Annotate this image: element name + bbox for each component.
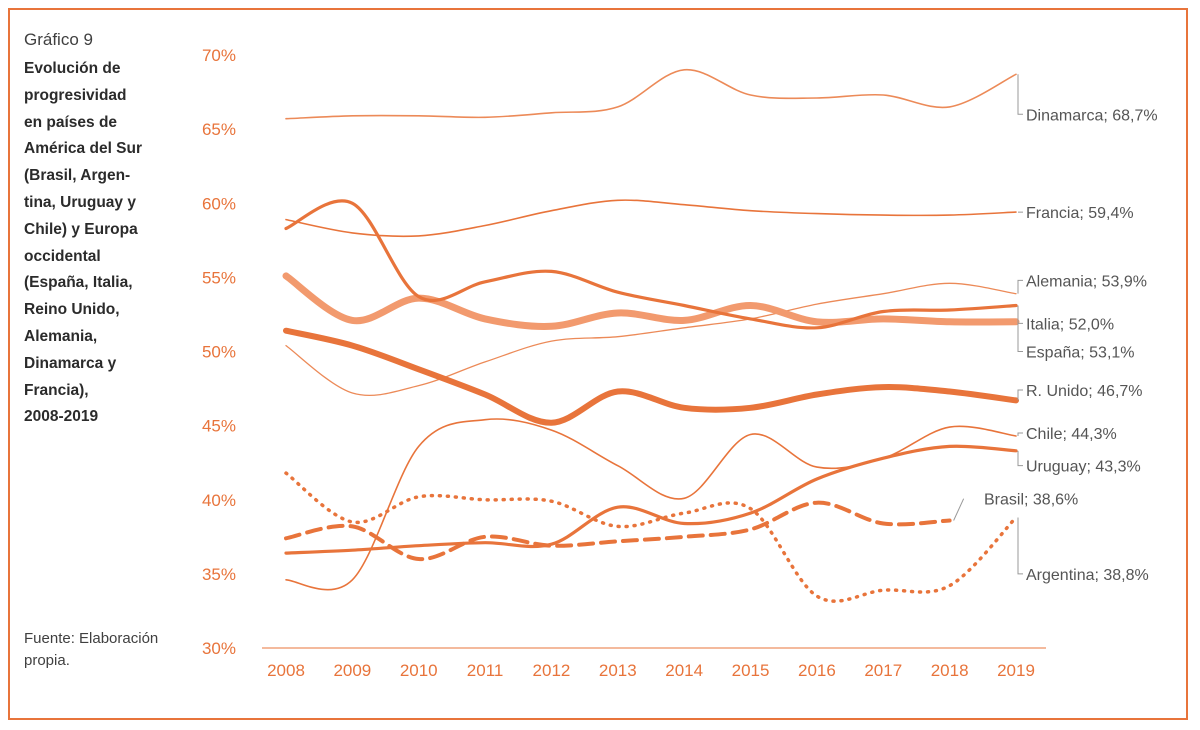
series-line-italia [282,272,1020,330]
series-label-espana: España; 53,1% [1026,345,1135,362]
y-tick-label: 50% [202,343,236,362]
series-line-alemania [285,282,1017,397]
y-tick-label: 60% [202,194,236,213]
series-label-dinamarca: Dinamarca; 68,7% [1026,107,1158,124]
x-tick-label: 2011 [467,661,504,680]
y-tick-label: 35% [202,565,236,584]
label-connector [1017,74,1023,115]
x-tick-label: 2015 [732,661,770,680]
series-line-uruguay [284,444,1018,555]
series-label-francia: Francia; 59,4% [1026,205,1134,222]
label-connector [1017,389,1023,401]
x-tick-label: 2018 [931,661,969,680]
figure-source: Fuente: Elaboración propia. [24,630,159,669]
series-label-chile: Chile; 44,3% [1026,426,1117,443]
x-tick-label: 2019 [997,661,1035,680]
label-connector [953,498,965,521]
x-tick-label: 2009 [333,661,371,680]
series-label-r-unido: R. Unido; 46,7% [1026,383,1143,400]
y-tick-label: 65% [202,120,236,139]
series-line-brasil [284,500,952,562]
series-line-argentina [284,471,1018,603]
x-tick-label: 2017 [864,661,902,680]
figure-frame [8,8,1188,720]
y-tick-label: 45% [202,417,236,436]
label-connector [1017,279,1023,294]
x-tick-label: 2013 [599,661,637,680]
series-label-brasil: Brasil; 38,6% [984,492,1078,509]
figure-number: Gráfico 9 [24,30,93,49]
series-label-alemania: Alemania; 53,9% [1026,273,1147,290]
x-tick-label: 2008 [267,661,305,680]
x-tick-label: 2014 [665,661,703,680]
series-line-r-unido [283,327,1019,426]
series-line-francia [285,199,1017,238]
series-label-argentina: Argentina; 38,8% [1026,567,1149,584]
series-line-espana [284,199,1018,330]
y-tick-label: 55% [202,268,236,287]
y-tick-label: 70% [202,46,236,65]
label-connector [1017,450,1023,467]
series-line-dinamarca [285,68,1017,120]
series-label-uruguay: Uruguay; 43,3% [1026,459,1141,476]
x-tick-label: 2010 [400,661,438,680]
x-tick-label: 2012 [533,661,571,680]
series-line-chile [285,418,1017,591]
label-connector [1017,432,1023,437]
label-connector [1017,305,1023,352]
series-labels: Dinamarca; 68,7% Francia; 59,4% Alemania; … [953,74,1158,584]
figure-title: Evolución de progresividad en países de … [24,60,143,426]
y-tick-label: 30% [202,639,236,658]
series-lines [282,68,1020,603]
series-label-italia: Italia; 52,0% [1026,316,1114,333]
figure-caption: Gráfico 9 Evolución de progresividad en … [24,30,174,431]
x-tick-label: 2016 [798,661,836,680]
y-axis-ticks: 30% 35% 40% 45% 50% 55% 60% 65% 70% [202,46,236,658]
x-axis-ticks: 2008 2009 2010 2011 2012 2013 2014 2015 2016 2017… [267,661,1035,680]
y-tick-label: 40% [202,491,236,510]
label-connector [1017,517,1023,575]
